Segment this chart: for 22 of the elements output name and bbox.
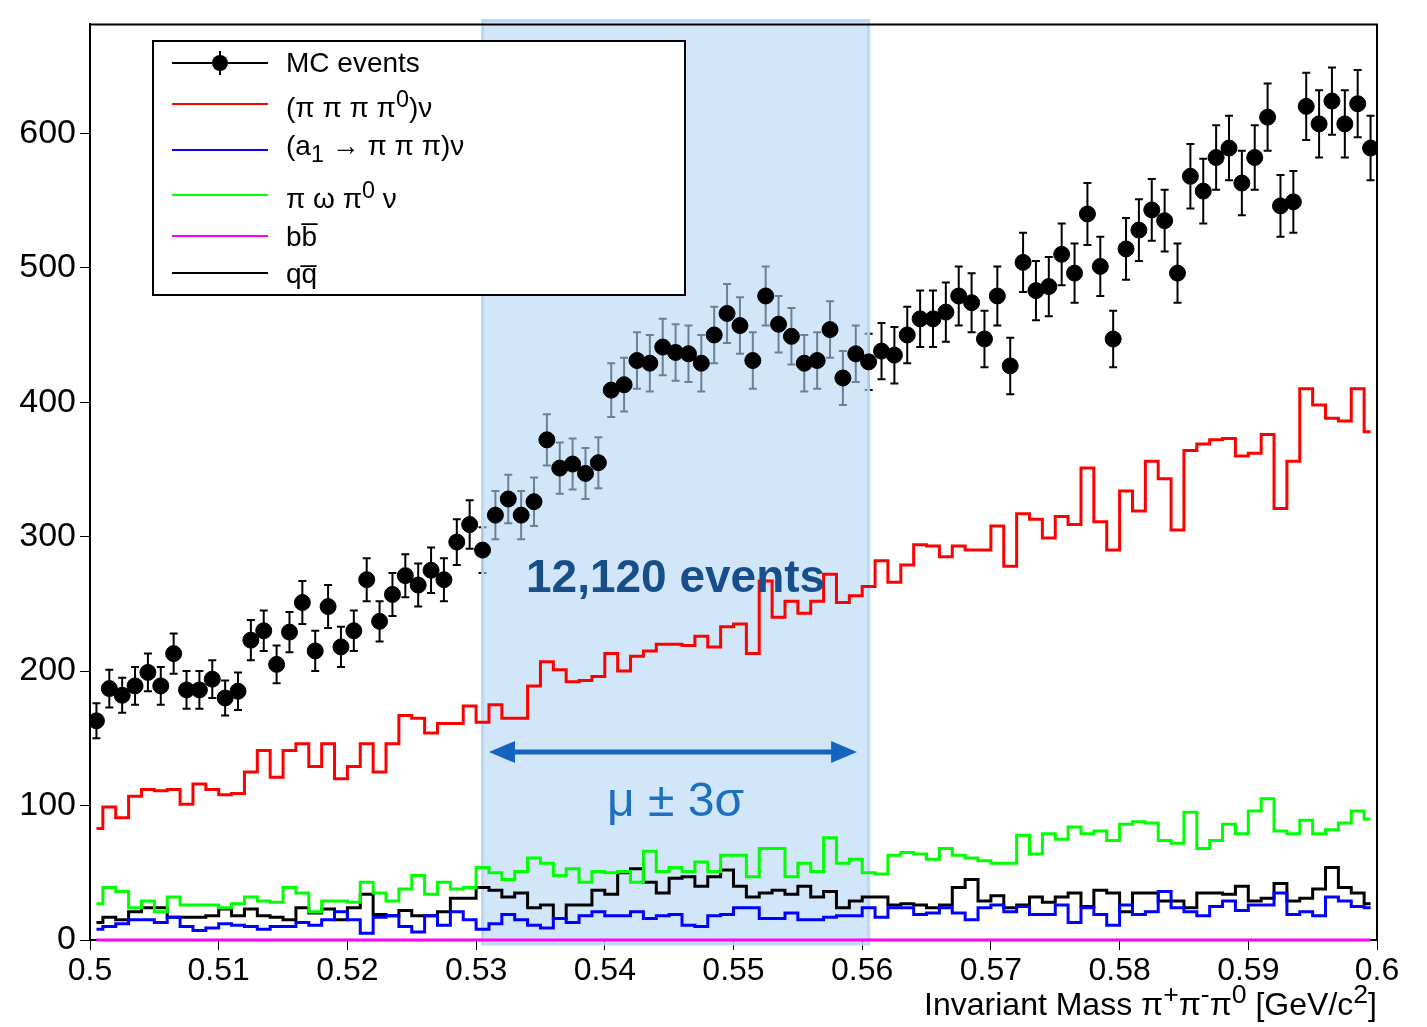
x-tick-label: 0.54 <box>573 951 636 988</box>
y-tick-label: 200 <box>19 649 76 688</box>
y-tick-label: 300 <box>19 515 76 554</box>
annotation: μ ± 3σ <box>607 772 745 826</box>
x-tick-label: 0.51 <box>187 951 250 988</box>
y-tick-label: 500 <box>19 246 76 285</box>
legend-label: π ω π$^{0}$ ν <box>286 176 397 217</box>
legend-label: MC events <box>286 46 420 81</box>
x-tick-label: 0.53 <box>444 951 508 988</box>
x-tick-label: 0.55 <box>702 951 765 988</box>
x-tick-label: 0.58 <box>1088 951 1151 988</box>
y-tick-label: 100 <box>19 783 76 822</box>
x-tick-label: 0.52 <box>316 951 379 988</box>
annotation: 12,120 events <box>525 549 826 602</box>
x-tick-label: 0.57 <box>959 951 1023 988</box>
legend-label: qq̅ <box>286 256 318 291</box>
legend-label: (π π π π$^{0}$)ν <box>286 85 433 126</box>
x-tick-label: 0.56 <box>831 951 894 988</box>
legend-label: (a$_{1}$ → π π π)ν <box>286 128 465 169</box>
y-tick-label: 600 <box>19 111 76 150</box>
legend-label: bb̅ <box>286 219 318 254</box>
y-tick-label: 400 <box>19 380 76 419</box>
